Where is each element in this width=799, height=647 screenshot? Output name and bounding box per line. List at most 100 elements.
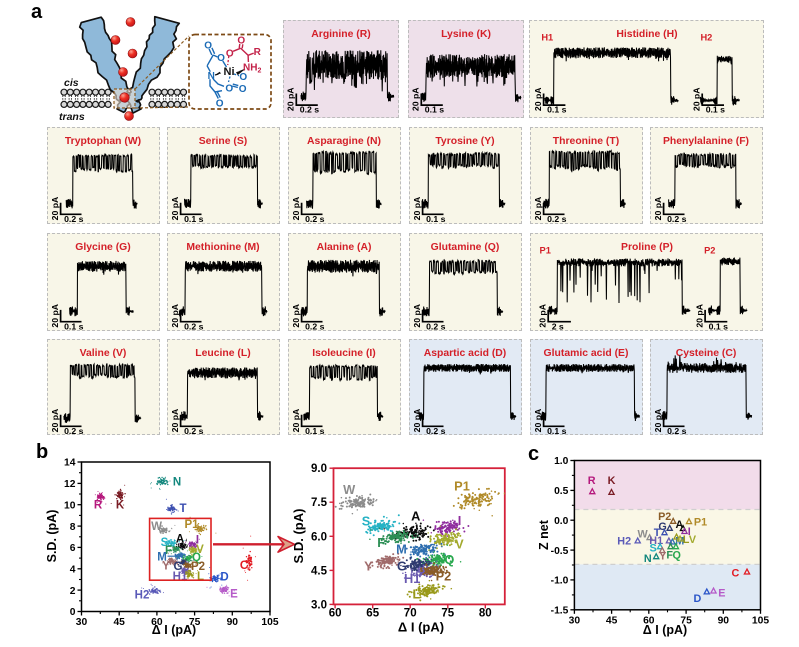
svg-text:D: D (693, 593, 701, 605)
svg-text:20 pA: 20 pA (49, 303, 59, 327)
svg-text:2 s: 2 s (551, 321, 563, 331)
svg-text:75: 75 (441, 607, 454, 619)
svg-text:O: O (239, 84, 247, 95)
svg-text:90: 90 (227, 617, 239, 628)
svg-text:S: S (649, 543, 656, 555)
svg-text:P1: P1 (539, 245, 550, 255)
svg-text:L: L (683, 534, 690, 546)
svg-text:0.1 s: 0.1 s (547, 105, 566, 115)
svg-text:20 pA: 20 pA (291, 196, 301, 220)
svg-text:Y: Y (162, 561, 170, 573)
svg-text:H1: H1 (173, 571, 188, 583)
svg-text:M: M (157, 552, 167, 564)
svg-text:H1: H1 (404, 571, 420, 586)
svg-text:F: F (666, 550, 673, 562)
svg-text:R: R (254, 47, 262, 58)
svg-text:I: I (196, 535, 199, 547)
svg-text:Δ I (pA): Δ I (pA) (643, 623, 687, 637)
svg-text:3.0: 3.0 (311, 599, 327, 611)
svg-text:0.0: 0.0 (554, 516, 569, 527)
svg-text:20 pA: 20 pA (170, 407, 180, 431)
svg-text:A: A (176, 534, 184, 546)
svg-text:V: V (196, 544, 204, 556)
svg-text:C: C (731, 568, 739, 580)
svg-text:I: I (688, 526, 691, 538)
svg-text:H2: H2 (700, 33, 712, 43)
svg-text:105: 105 (261, 617, 278, 628)
svg-text:20 pA: 20 pA (412, 303, 422, 327)
svg-text:20 pA: 20 pA (653, 196, 663, 220)
svg-text:0.2 s: 0.2 s (426, 321, 445, 331)
svg-text:20 pA: 20 pA (533, 407, 543, 431)
svg-text:0.2 s: 0.2 s (300, 105, 319, 115)
svg-text:O: O (216, 98, 224, 109)
svg-text:Methionine (M): Methionine (M) (187, 242, 260, 253)
svg-text:G: G (174, 561, 183, 573)
svg-text:0.2 s: 0.2 s (667, 214, 686, 224)
svg-text:20 pA: 20 pA (170, 196, 180, 220)
svg-text:7.5: 7.5 (311, 497, 328, 509)
svg-text:V: V (689, 534, 697, 546)
svg-text:N: N (173, 477, 181, 489)
svg-text:-1.0: -1.0 (551, 576, 569, 587)
svg-text:I: I (458, 513, 462, 528)
svg-text:G: G (397, 559, 407, 574)
svg-text:0.1 s: 0.1 s (426, 214, 445, 224)
svg-text:20 pA: 20 pA (49, 196, 59, 220)
svg-text:0.2 s: 0.2 s (305, 321, 324, 331)
svg-text:75: 75 (189, 617, 201, 628)
svg-text:Valine (V): Valine (V) (79, 348, 126, 359)
svg-text:14: 14 (64, 458, 76, 469)
svg-text:20 pA: 20 pA (694, 303, 704, 327)
svg-text:45: 45 (606, 615, 618, 626)
svg-text:Lysine (K): Lysine (K) (441, 29, 491, 40)
svg-text:Z net: Z net (537, 519, 551, 550)
svg-text:E: E (718, 588, 725, 600)
svg-text:0.1 s: 0.1 s (184, 214, 203, 224)
svg-text:Tryptophan (W): Tryptophan (W) (64, 136, 140, 147)
svg-text:K: K (116, 500, 125, 512)
svg-text:N: N (644, 553, 652, 565)
svg-text:0.1 s: 0.1 s (705, 105, 724, 115)
svg-text:Glutamine (Q): Glutamine (Q) (431, 242, 500, 253)
svg-text:20 pA: 20 pA (533, 196, 543, 220)
svg-text:Q: Q (192, 552, 201, 564)
svg-text:Glycine (G): Glycine (G) (75, 242, 130, 253)
svg-text:H2: H2 (617, 536, 631, 548)
svg-text:Cysteine (C): Cysteine (C) (676, 348, 737, 359)
svg-text:0.1 s: 0.1 s (425, 105, 444, 115)
svg-text:Ni: Ni (224, 66, 235, 78)
svg-text:H2: H2 (135, 590, 150, 602)
svg-text:20 pA: 20 pA (286, 87, 296, 111)
svg-text:0.5: 0.5 (554, 486, 569, 497)
svg-text:80: 80 (479, 607, 492, 619)
svg-text:O: O (217, 53, 225, 64)
svg-text:M: M (396, 542, 407, 557)
svg-text:O: O (204, 41, 212, 52)
svg-text:70: 70 (404, 607, 417, 619)
svg-text:-0.5: -0.5 (551, 546, 569, 557)
svg-text:E: E (230, 589, 238, 601)
svg-text:H1: H1 (541, 33, 553, 43)
svg-text:A: A (675, 519, 683, 531)
svg-text:O: O (225, 83, 233, 94)
svg-text:20 pA: 20 pA (412, 407, 422, 431)
svg-text:S.D. (pA): S.D. (pA) (45, 510, 59, 563)
svg-text:105: 105 (752, 615, 769, 626)
svg-text:20 pA: 20 pA (532, 87, 542, 111)
svg-text:8: 8 (70, 522, 76, 533)
svg-text:0.2 s: 0.2 s (184, 321, 203, 331)
svg-text:P1: P1 (694, 517, 707, 529)
svg-text:6: 6 (70, 543, 76, 554)
svg-text:trans: trans (59, 111, 85, 123)
svg-text:Arginine (R): Arginine (R) (311, 29, 370, 40)
svg-text:65: 65 (366, 607, 379, 619)
svg-text:Asparagine (N): Asparagine (N) (307, 136, 381, 147)
svg-text:20 pA: 20 pA (691, 87, 701, 111)
svg-text:4: 4 (70, 565, 76, 576)
svg-text:0.2 s: 0.2 s (547, 214, 566, 224)
svg-text:S: S (362, 514, 371, 529)
svg-text:0.2 s: 0.2 s (184, 425, 203, 435)
svg-text:Alanine (A): Alanine (A) (317, 242, 372, 253)
svg-text:P2: P2 (658, 511, 671, 523)
